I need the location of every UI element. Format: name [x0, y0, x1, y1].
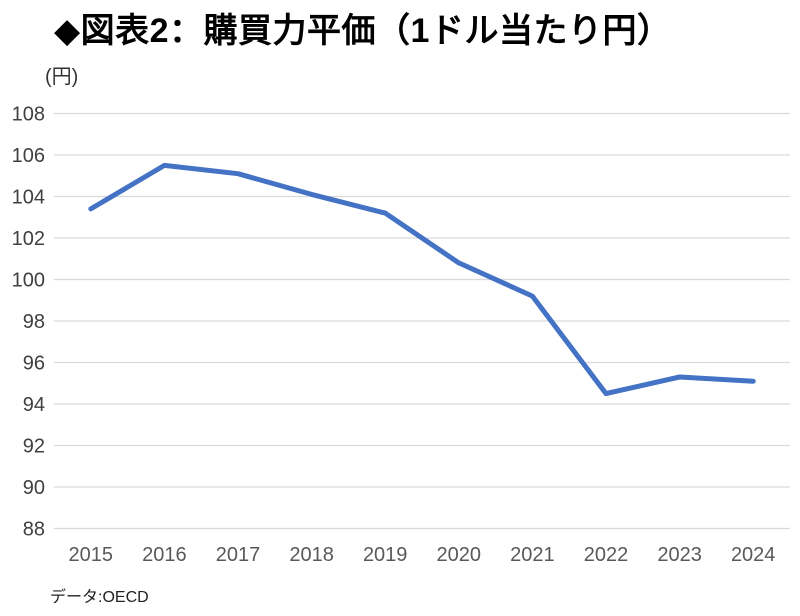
x-axis-label: 2015	[69, 544, 114, 566]
y-tick-label: 90	[23, 477, 45, 499]
x-axis-label: 2018	[289, 544, 334, 566]
y-tick-label: 92	[23, 436, 45, 458]
x-axis-label: 2020	[437, 544, 482, 566]
x-axis-label: 2019	[363, 544, 408, 566]
y-axis-unit-label: (円)	[45, 66, 79, 88]
chart-title: ◆図表2：購買力平価（1ドル当たり円）	[54, 12, 672, 50]
x-axis-label: 2016	[142, 544, 187, 566]
x-axis-label: 2022	[584, 544, 629, 566]
ppp-data-line	[88, 162, 756, 397]
y-tick-label: 104	[12, 187, 45, 209]
x-axis-label: 2023	[657, 544, 702, 566]
x-axis-label: 2017	[216, 544, 261, 566]
x-axis-label: 2021	[510, 544, 555, 566]
y-tick-label: 100	[12, 270, 45, 292]
y-tick-label: 94	[23, 394, 45, 416]
y-tick-label: 102	[12, 228, 45, 250]
x-axis-label: 2024	[731, 544, 776, 566]
data-source-label: データ:OECD	[50, 589, 149, 606]
y-tick-label: 98	[23, 311, 45, 333]
y-tick-label: 106	[12, 145, 45, 167]
y-tick-label: 108	[12, 104, 45, 126]
y-tick-label: 96	[23, 353, 45, 375]
y-tick-label: 88	[23, 519, 45, 541]
